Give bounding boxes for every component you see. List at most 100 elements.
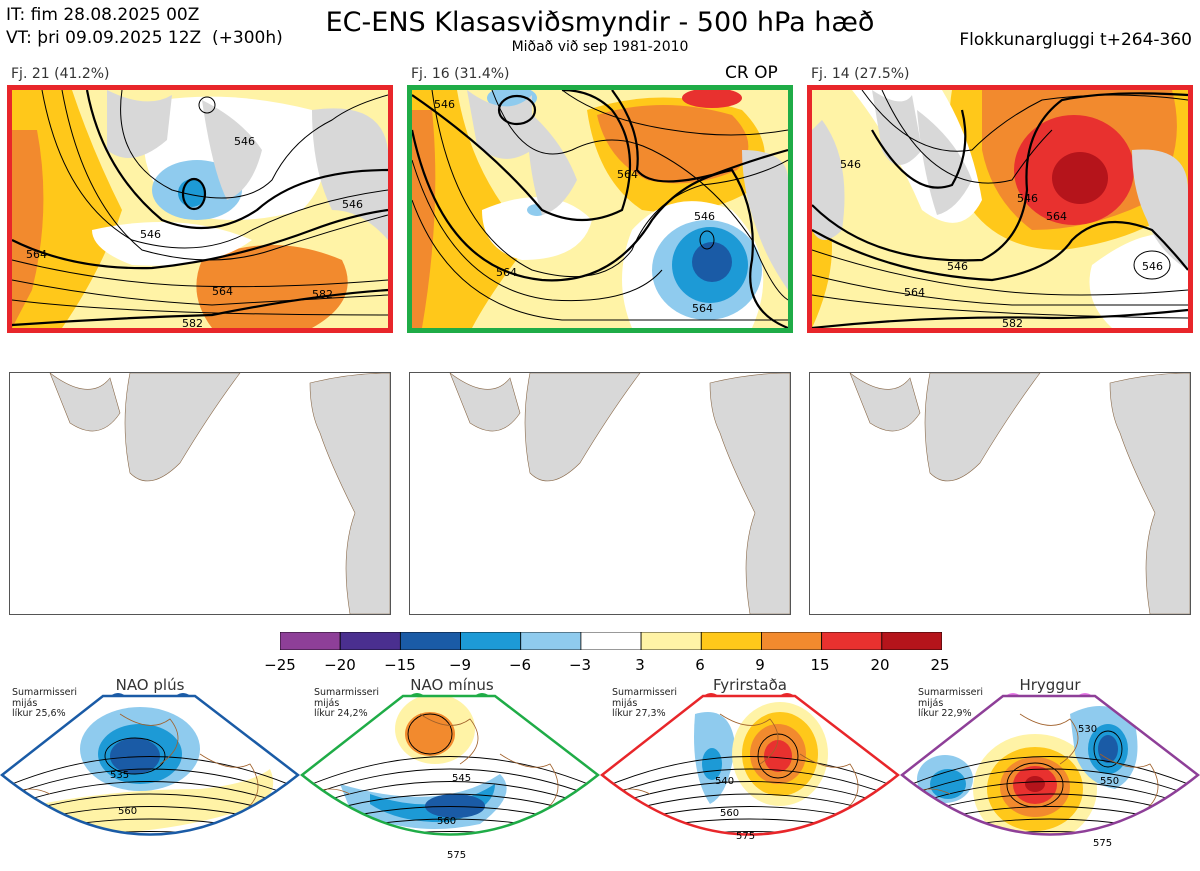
landmass xyxy=(49,373,121,432)
regime-3-title: Fyrirstaða xyxy=(713,676,787,694)
contour-label: 546 xyxy=(140,228,161,241)
colorbar-swatch xyxy=(580,631,642,651)
landmass xyxy=(449,373,521,432)
anomaly-negative xyxy=(110,738,160,774)
colorbar-tick: −15 xyxy=(384,656,416,674)
colorbar xyxy=(279,631,943,651)
anomaly-positive xyxy=(1052,152,1108,204)
contour-label: 582 xyxy=(312,288,333,301)
landmass xyxy=(812,120,845,240)
colorbar-swatch xyxy=(399,631,461,651)
colorbar-swatch xyxy=(339,631,401,651)
contour-label: 582 xyxy=(1002,317,1023,328)
colorbar-tick: 15 xyxy=(810,656,830,674)
cluster-2-label: Fj. 16 (31.4%) xyxy=(411,66,510,82)
regime-4-map[interactable]: 530 550 575 xyxy=(900,694,1200,871)
contour-label: 550 xyxy=(1100,776,1119,787)
initial-time: IT: fim 28.08.2025 00Z xyxy=(6,5,200,25)
colorbar-swatch xyxy=(640,631,702,651)
page-title: EC-ENS Klasasviðsmyndir - 500 hPa hæð xyxy=(325,7,875,38)
colorbar-tick: 20 xyxy=(870,656,890,674)
contour-label: 546 xyxy=(947,260,968,273)
contour-label: 560 xyxy=(720,808,739,819)
contour-label: 564 xyxy=(212,285,233,298)
landmass xyxy=(312,108,388,240)
contour-label: 546 xyxy=(342,198,363,211)
cluster-3-label: Fj. 14 (27.5%) xyxy=(811,66,910,82)
colorbar-swatch xyxy=(761,631,823,651)
valid-time: VT: þri 09.09.2025 12Z (+300h) xyxy=(6,28,283,48)
contour-label: 546 xyxy=(840,158,861,171)
contour-label: 546 xyxy=(1017,192,1038,205)
empty-map-3[interactable] xyxy=(809,372,1191,615)
landmass xyxy=(524,373,641,482)
landmass xyxy=(527,110,577,215)
landmass xyxy=(709,373,790,614)
landmass xyxy=(467,90,532,159)
regime-3-note: Sumarmisseri mijás líkur 27,3% xyxy=(612,687,678,719)
contour-label: 546 xyxy=(234,135,255,148)
regime-3-map[interactable]: 540 560 575 xyxy=(600,694,900,871)
colorbar-swatch xyxy=(821,631,883,651)
forecast-times: IT: fim 28.08.2025 00Z VT: þri 09.09.2025… xyxy=(6,4,283,50)
regime-4-note: Sumarmisseri mijás líkur 22,9% xyxy=(918,687,984,719)
regime-3-frame xyxy=(600,694,900,836)
landmass xyxy=(107,90,172,158)
anomaly-positive xyxy=(412,110,436,328)
contour-label: 540 xyxy=(715,776,734,787)
colorbar-tick: −25 xyxy=(264,656,296,674)
anomaly-positive xyxy=(682,90,742,108)
regime-1-map[interactable]: 535 560 xyxy=(0,694,300,871)
anomaly-negative xyxy=(1012,850,1048,862)
landmass xyxy=(742,150,788,290)
cluster-1-map[interactable]: 546 564 582 564 546 546 582 xyxy=(7,85,393,333)
contour-label: 582 xyxy=(182,317,203,328)
contour-label: 546 xyxy=(1142,260,1163,273)
regime-1-frame xyxy=(0,694,300,836)
anomaly-negative xyxy=(692,242,732,282)
contour-label: 546 xyxy=(694,210,715,223)
contour-label: 545 xyxy=(452,773,471,784)
contour-label: 564 xyxy=(617,168,638,181)
landmass xyxy=(124,373,241,482)
landmass xyxy=(872,90,922,165)
colorbar-swatch xyxy=(520,631,582,651)
contour-label: 564 xyxy=(904,286,925,299)
cluster-2-map[interactable]: 564 546 564 564 546 xyxy=(407,85,793,333)
anomaly-positive xyxy=(764,740,792,772)
contour-label: 564 xyxy=(692,302,713,315)
landmass xyxy=(1132,149,1188,270)
empty-map-1[interactable] xyxy=(9,372,391,615)
cluster-3-map[interactable]: 546 546 564 546 564 582 546 xyxy=(807,85,1193,333)
contour-label: 564 xyxy=(1046,210,1067,223)
contour-label: 575 xyxy=(736,831,755,842)
colorbar-swatch xyxy=(460,631,522,651)
contour-label: 575 xyxy=(1093,838,1112,849)
anomaly-positive xyxy=(40,769,274,834)
contour-label: 560 xyxy=(437,816,456,827)
landmass xyxy=(917,110,972,215)
anomaly-negative xyxy=(930,769,966,799)
anomaly-positive xyxy=(405,712,455,756)
anomaly-negative xyxy=(425,794,485,818)
landmass xyxy=(202,100,262,200)
regime-2-title: NAO mínus xyxy=(410,676,494,694)
regime-2-note: Sumarmisseri mijás líkur 24,2% xyxy=(314,687,380,719)
page-subtitle: Miðað við sep 1981-2010 xyxy=(511,39,689,55)
regime-2-map[interactable]: 545 560 575 xyxy=(300,694,600,871)
colorbar-tick: −20 xyxy=(324,656,356,674)
anomaly-positive xyxy=(597,105,749,184)
anomaly-neutral xyxy=(1089,233,1188,328)
contour-label: 575 xyxy=(447,850,466,861)
anomaly-neutral xyxy=(92,222,252,266)
landmass xyxy=(849,373,921,432)
regime-1-title: NAO plús xyxy=(115,676,185,694)
landmass xyxy=(924,373,1041,482)
colorbar-tick: 6 xyxy=(695,656,705,674)
anomaly-positive xyxy=(1025,776,1045,792)
colorbar-tick: −9 xyxy=(448,656,472,674)
anomaly-neutral xyxy=(482,197,592,260)
contour-label: 560 xyxy=(118,806,137,817)
control-operational-tag: CR OP xyxy=(725,63,778,83)
empty-map-2[interactable] xyxy=(409,372,791,615)
